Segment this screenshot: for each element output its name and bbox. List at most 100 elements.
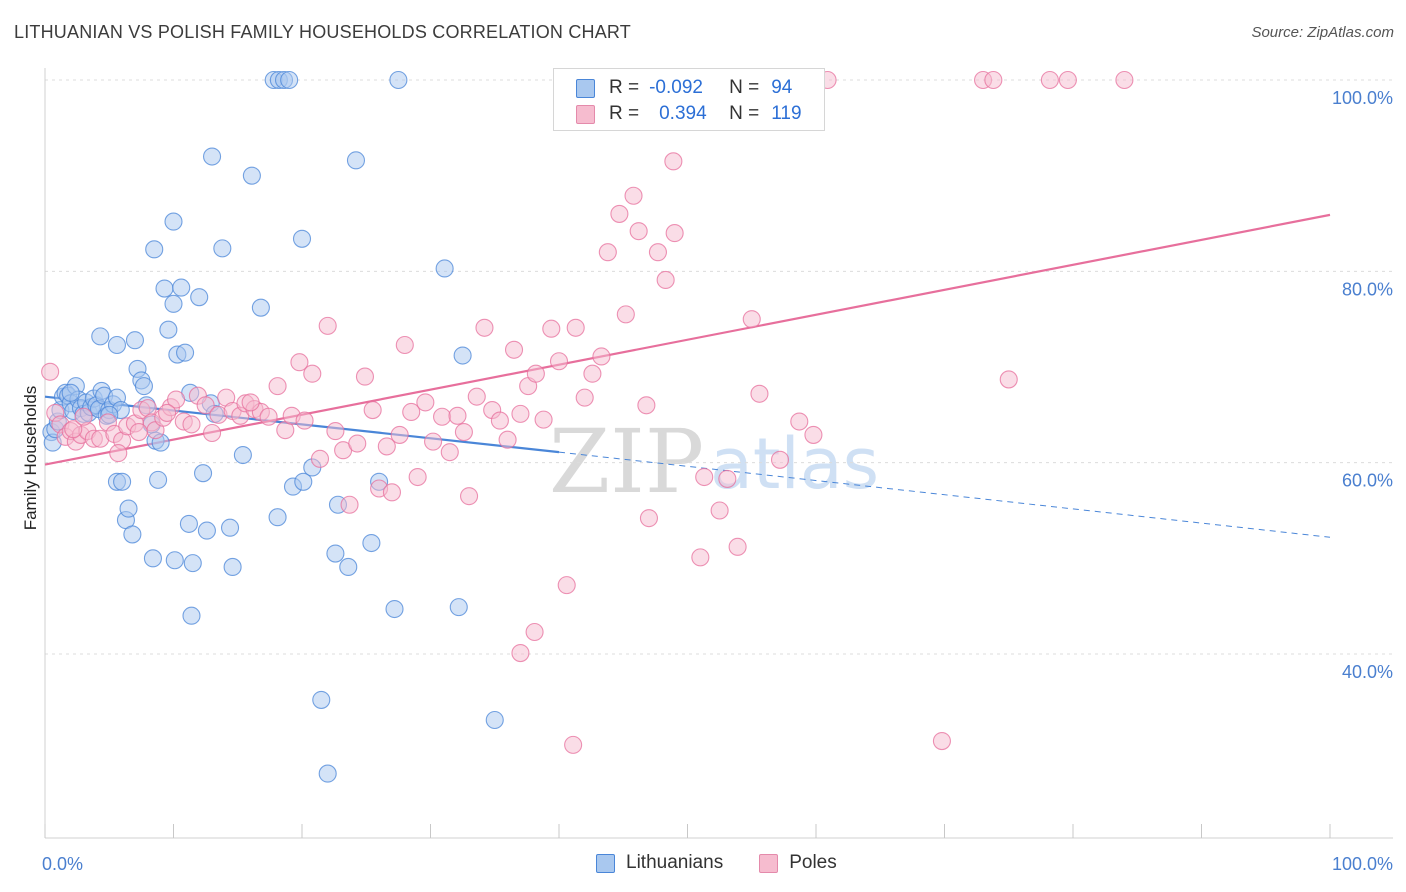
point-poles [665, 224, 684, 243]
y-tick-label: 80.0% [1342, 279, 1393, 299]
point-lithuanians [233, 445, 252, 465]
point-lithuanians [292, 229, 312, 248]
point-poles [318, 316, 337, 335]
chart-legend: Lithuanians Poles [596, 852, 873, 874]
point-lithuanians [119, 499, 138, 518]
point-poles [382, 483, 402, 502]
legend-item-lithuanians[interactable]: Lithuanians [596, 852, 723, 874]
point-lithuanians [220, 518, 240, 537]
point-poles [395, 335, 414, 355]
point-poles [355, 367, 375, 386]
point-lithuanians [179, 514, 198, 533]
point-lithuanians [91, 327, 110, 346]
point-lithuanians [197, 521, 216, 540]
point-lithuanians [165, 551, 184, 570]
point-lithuanians [125, 331, 144, 350]
point-lithuanians [176, 343, 195, 362]
point-poles [504, 340, 524, 359]
point-poles [467, 387, 486, 406]
point-poles [790, 412, 809, 431]
point-poles [583, 364, 602, 383]
point-lithuanians [190, 288, 209, 307]
point-lithuanians [143, 549, 162, 568]
point-poles [610, 204, 629, 223]
legend-item-poles[interactable]: Poles [759, 852, 837, 874]
point-lithuanians [280, 70, 299, 90]
legend-label-lithuanians: Lithuanians [626, 852, 724, 873]
point-poles [454, 423, 473, 442]
stats-r-key: R = [609, 77, 640, 98]
point-lithuanians [149, 470, 168, 489]
point-poles [326, 422, 345, 441]
point-poles [566, 318, 585, 337]
point-poles [664, 152, 683, 171]
point-poles [203, 423, 222, 443]
stats-n-value: 119 [771, 103, 802, 124]
point-poles [525, 622, 544, 642]
y-tick-label: 40.0% [1342, 662, 1393, 682]
axis-labels: Family Households 0.0% 100.0% 40.0% 60.0%… [21, 88, 1393, 874]
y-axis-label: Family Households [21, 386, 40, 531]
point-poles [268, 377, 287, 396]
point-poles [416, 393, 435, 412]
axes [44, 68, 1393, 839]
point-poles [598, 243, 617, 262]
point-poles [542, 319, 561, 338]
point-poles [1058, 70, 1077, 90]
point-lithuanians [164, 212, 183, 231]
point-poles [196, 396, 215, 415]
stats-legend-box: R = -0.092 N = 94 R = 0.394 N = 119 [553, 68, 825, 131]
point-poles [363, 400, 382, 420]
point-poles [695, 467, 714, 487]
legend-swatch-lithuanians [596, 853, 615, 873]
point-poles [41, 362, 60, 381]
stats-n-key: N = [729, 103, 760, 124]
watermark-zip: ZIP [549, 410, 704, 513]
point-poles [1115, 70, 1134, 90]
point-poles [637, 396, 656, 415]
stats-r-key: R = [609, 103, 640, 124]
point-poles [182, 415, 201, 434]
x-tick-label-min: 0.0% [42, 854, 83, 874]
point-lithuanians [389, 70, 408, 90]
point-lithuanians [182, 606, 201, 625]
point-lithuanians [339, 557, 358, 576]
point-poles [303, 364, 322, 383]
legend-label-poles: Poles [789, 852, 837, 873]
gridlines [45, 79, 1393, 655]
point-poles [770, 450, 790, 469]
point-lithuanians [223, 557, 242, 576]
point-lithuanians [172, 278, 191, 297]
y-tick-label: 60.0% [1342, 471, 1393, 491]
point-poles [549, 352, 569, 371]
stats-r-value: 0.394 [659, 103, 707, 124]
point-poles [526, 364, 545, 383]
point-lithuanians [449, 598, 468, 617]
point-lithuanians [362, 533, 381, 553]
series-lithuanians [42, 70, 504, 783]
point-poles [750, 384, 769, 403]
point-poles [691, 548, 710, 567]
point-lithuanians [159, 320, 178, 339]
stats-n-value: 94 [771, 77, 793, 98]
stats-swatch-lithuanians [576, 78, 595, 98]
point-poles [167, 390, 186, 409]
point-lithuanians [123, 525, 142, 544]
stats-row-lithuanians: R = -0.092 N = 94 [576, 76, 792, 100]
point-lithuanians [312, 690, 331, 709]
point-lithuanians [113, 472, 132, 491]
point-poles [511, 643, 530, 663]
point-poles [498, 430, 517, 449]
point-poles [290, 353, 309, 372]
point-lithuanians [453, 346, 472, 365]
point-poles [390, 425, 409, 444]
stats-r-value: -0.092 [649, 77, 703, 98]
stats-n-key: N = [729, 77, 760, 98]
point-lithuanians [346, 151, 366, 170]
chart-title: LITHUANIAN VS POLISH FAMILY HOUSEHOLDS C… [14, 22, 631, 42]
point-poles [511, 404, 530, 423]
point-poles [433, 407, 452, 426]
point-poles [710, 501, 729, 520]
point-lithuanians [485, 710, 504, 730]
